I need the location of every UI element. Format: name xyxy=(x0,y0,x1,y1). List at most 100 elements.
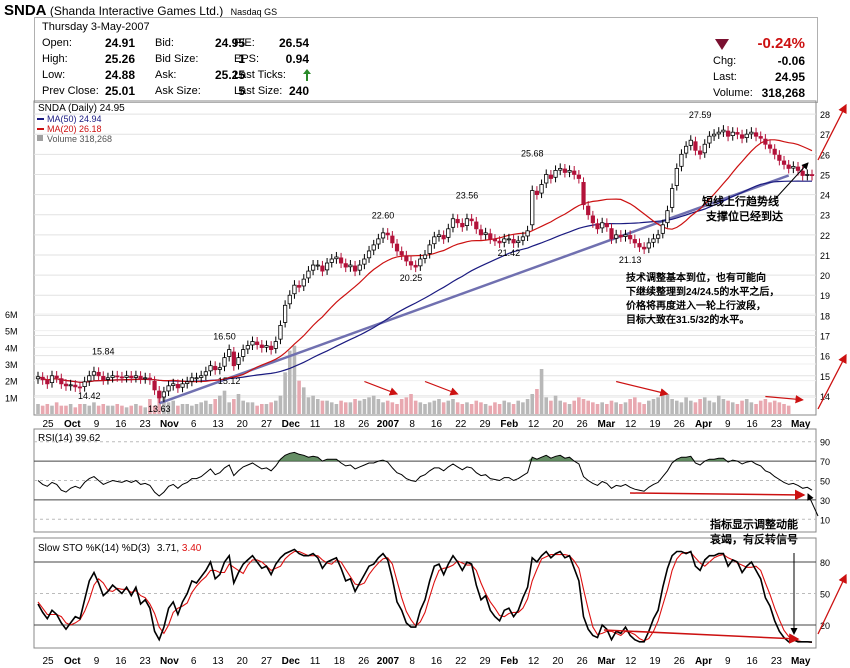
volume-bar xyxy=(50,405,54,414)
volume-bar xyxy=(124,407,129,414)
candle-body xyxy=(376,238,381,245)
up-tick-icon xyxy=(303,69,311,81)
volume-bar xyxy=(36,404,40,414)
candle-body xyxy=(119,376,125,379)
support-pointer-arrow xyxy=(775,162,809,199)
volume-bar xyxy=(688,400,693,414)
candle-body xyxy=(371,244,376,251)
bid-size-label: Bid Size: xyxy=(155,53,199,65)
volume-bar xyxy=(64,405,68,414)
volume-bar xyxy=(516,400,521,414)
volume-bar xyxy=(59,405,64,414)
volume-bar xyxy=(138,405,143,414)
candle-body xyxy=(334,256,339,260)
candle-body xyxy=(432,236,437,245)
candle-body xyxy=(800,170,805,176)
candle-body xyxy=(82,381,87,387)
analysis-note-3: 价格将再度进入一轮上行波段， xyxy=(626,299,766,312)
candle-body xyxy=(562,168,567,173)
candle-body xyxy=(259,344,264,348)
date-tick-label: Mar xyxy=(598,419,616,430)
price-tick-label: 18 xyxy=(820,311,830,321)
volume-bar xyxy=(619,404,623,414)
last-size-label: Last Size: xyxy=(234,85,283,97)
volume-bar xyxy=(609,400,614,414)
volume-bar xyxy=(465,402,469,414)
price-callout: 13.63 xyxy=(148,404,171,414)
candle-body xyxy=(600,222,605,229)
volume-bar xyxy=(581,399,586,414)
candle-body xyxy=(110,375,115,378)
volume-bar xyxy=(549,400,553,414)
candle-body xyxy=(310,264,316,271)
date-tick-label: Feb xyxy=(500,656,518,667)
price-callout: 20.25 xyxy=(400,273,423,283)
price-panel-frame xyxy=(33,100,817,416)
volume-bar xyxy=(320,400,325,414)
candle-body xyxy=(809,174,815,177)
rsi-title: RSI(14) 39.62 xyxy=(38,433,101,444)
volume-bar xyxy=(716,395,721,414)
candle-body xyxy=(688,139,693,146)
volume-bar xyxy=(40,405,45,414)
candle-body xyxy=(455,218,460,224)
volume-bar xyxy=(222,390,227,414)
volume-bar xyxy=(283,372,287,414)
candle-body xyxy=(586,205,591,216)
volume-bar xyxy=(329,402,334,414)
candle-body xyxy=(744,133,749,139)
volume-bar xyxy=(362,399,367,414)
candle-body xyxy=(572,170,577,175)
volume-bar xyxy=(157,395,162,414)
volume-bar xyxy=(483,404,488,414)
volume-bar xyxy=(297,380,301,414)
candle-body xyxy=(711,133,717,137)
volume-bar xyxy=(530,394,535,414)
candle-body xyxy=(73,384,78,388)
candle-body xyxy=(115,375,120,378)
volume-bar xyxy=(637,402,642,414)
candle-body xyxy=(805,174,810,176)
date-tick-label: 19 xyxy=(649,419,661,430)
candle-body xyxy=(548,174,553,179)
volume-bar xyxy=(563,402,567,414)
price-tick-label: 20 xyxy=(820,271,830,281)
date-tick-label: 26 xyxy=(674,419,686,430)
volume-bar xyxy=(115,404,120,414)
candle-body xyxy=(166,385,171,392)
volume-bar xyxy=(623,402,628,414)
candle-body xyxy=(171,383,176,386)
candle-body xyxy=(544,174,549,184)
volume-bar xyxy=(749,402,754,414)
candle-body xyxy=(767,144,773,149)
high-label: High: xyxy=(42,53,68,65)
rsi-divergence-arrow xyxy=(629,489,806,501)
price-tick-label: 22 xyxy=(820,231,830,241)
volume-bar xyxy=(721,399,726,414)
candle-body xyxy=(758,136,763,139)
volume-bar xyxy=(730,402,735,414)
candle-body xyxy=(213,365,218,371)
volume-bar xyxy=(497,404,502,414)
volume-bar xyxy=(250,402,255,414)
candle-body xyxy=(329,258,334,263)
candle-body xyxy=(739,134,745,139)
candle-body xyxy=(101,375,106,381)
price-callout: 15.12 xyxy=(218,376,241,386)
volume-bar xyxy=(427,402,432,414)
target-arrow xyxy=(817,103,847,161)
volume-bar xyxy=(595,404,600,414)
pe-value: 26.54 xyxy=(278,36,309,50)
candle-body xyxy=(157,390,162,399)
candle-body xyxy=(366,250,372,259)
candle-body xyxy=(646,242,651,249)
candle-body xyxy=(208,365,213,372)
volume-tick-label: 6M xyxy=(5,310,18,320)
candle-body xyxy=(189,377,194,382)
analysis-note-2: 下继续整理到24/24.5的水平之后， xyxy=(626,285,779,298)
candle-body xyxy=(105,377,111,380)
volume-bar xyxy=(194,404,199,414)
volume-bar xyxy=(702,397,707,414)
volume-bar xyxy=(292,345,297,414)
date-tick-label: 6 xyxy=(191,419,197,430)
